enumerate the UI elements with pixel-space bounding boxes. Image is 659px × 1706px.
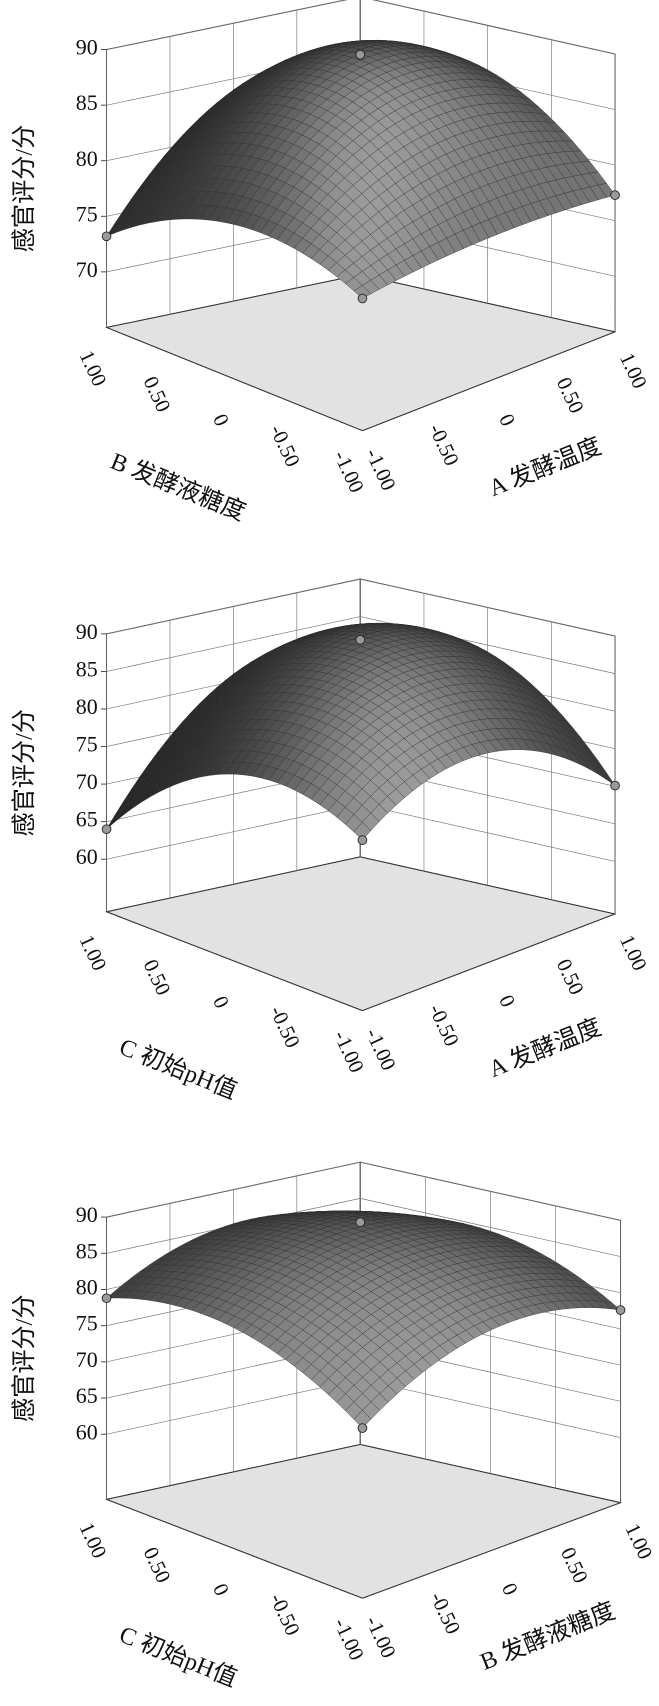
- z-tick-label: 90: [76, 1202, 98, 1227]
- x-tick-label: 0.50: [556, 1544, 593, 1587]
- y-tick-label: 0: [208, 1580, 234, 1600]
- surface: [106, 622, 616, 841]
- y-tick-label: -0.50: [265, 1590, 305, 1640]
- y-tick-label: 1.00: [75, 931, 112, 974]
- y-tick-label: 0: [208, 410, 234, 430]
- x-tick-label: 0.50: [552, 374, 589, 417]
- front-right-edge: [362, 331, 616, 432]
- design-point: [101, 824, 112, 834]
- x-tick-label: 0: [497, 1579, 523, 1599]
- y-tick-label: 1.00: [75, 347, 112, 390]
- z-tick-label: 85: [76, 90, 98, 115]
- y-axis-title: C 初始pH值: [115, 1621, 240, 1693]
- front-left-edge: [106, 1498, 363, 1599]
- y-tick-label: 0: [208, 992, 234, 1012]
- front-right-edge: [362, 913, 616, 1012]
- z-tick-label: 70: [76, 769, 98, 794]
- design-point: [615, 1305, 626, 1315]
- x-tick-label: -0.50: [424, 1000, 464, 1050]
- surface-patch: [353, 1410, 372, 1429]
- z-tick-label: 85: [76, 1238, 98, 1263]
- z-axis-title: 感官评分/分: [11, 125, 38, 252]
- z-tick-label: 60: [76, 844, 98, 869]
- z-tick-label: 60: [76, 1419, 98, 1444]
- z-tick-label: 80: [76, 694, 98, 719]
- design-point: [610, 780, 620, 791]
- x-axis-title: A 发酵温度: [485, 1014, 605, 1084]
- y-tick-label: 0.50: [139, 1543, 176, 1586]
- z-axis-title: 感官评分/分: [11, 709, 38, 837]
- surface-patch: [353, 821, 372, 841]
- design-point: [101, 231, 112, 242]
- z-tick-label: 85: [76, 656, 98, 681]
- z-tick-label: 70: [76, 1347, 98, 1372]
- design-point: [355, 634, 366, 645]
- front-left-edge: [106, 326, 363, 432]
- z-tick-label: 80: [76, 146, 98, 171]
- design-point: [610, 190, 620, 200]
- y-axis-title: B 发酵液糖度: [107, 448, 250, 527]
- x-tick-label: -0.50: [425, 1588, 465, 1638]
- z-tick-label: 80: [76, 1275, 98, 1300]
- z-tick-label: 65: [76, 1383, 98, 1408]
- z-tick-label: 75: [76, 201, 98, 226]
- x-tick-label: 0: [494, 410, 520, 430]
- z-tick-label: 75: [76, 1311, 98, 1336]
- front-left-edge: [106, 911, 363, 1012]
- y-tick-label: 0.50: [139, 956, 176, 999]
- z-tick-label: 90: [76, 35, 98, 60]
- z-tick-label: 65: [76, 807, 98, 832]
- z-axis-title: 感官评分/分: [11, 1294, 38, 1421]
- surface: [106, 1210, 622, 1429]
- x-tick-label: 0.50: [552, 955, 589, 998]
- y-tick-label: -0.50: [265, 421, 305, 471]
- surface: [106, 40, 616, 299]
- x-tick-label: 1.00: [615, 931, 652, 974]
- design-point: [357, 1423, 368, 1433]
- x-axis-title: B 发酵液糖度: [477, 1597, 620, 1676]
- y-tick-label: -0.50: [265, 1002, 305, 1052]
- x-tick-label: 1.00: [615, 349, 652, 392]
- y-axis-title: C 初始pH值: [115, 1033, 240, 1105]
- y-tick-label: 1.00: [75, 1519, 112, 1562]
- design-point: [357, 293, 368, 304]
- design-point: [101, 1293, 112, 1303]
- x-tick-label: 0: [494, 991, 520, 1011]
- z-tick-label: 75: [76, 732, 98, 757]
- x-tick-label: -0.50: [424, 420, 464, 470]
- z-tick-label: 90: [76, 619, 98, 644]
- design-point: [355, 1217, 366, 1228]
- z-tick-label: 70: [76, 257, 98, 282]
- x-tick-label: 1.00: [620, 1520, 657, 1563]
- design-point: [357, 835, 368, 845]
- floor: [105, 856, 617, 1012]
- front-right-edge: [362, 1502, 621, 1599]
- surface-patch: [353, 285, 372, 299]
- floor: [105, 1444, 623, 1599]
- x-axis-title: A 发酵温度: [485, 433, 605, 503]
- y-tick-label: 0.50: [139, 372, 176, 415]
- design-point: [355, 49, 366, 60]
